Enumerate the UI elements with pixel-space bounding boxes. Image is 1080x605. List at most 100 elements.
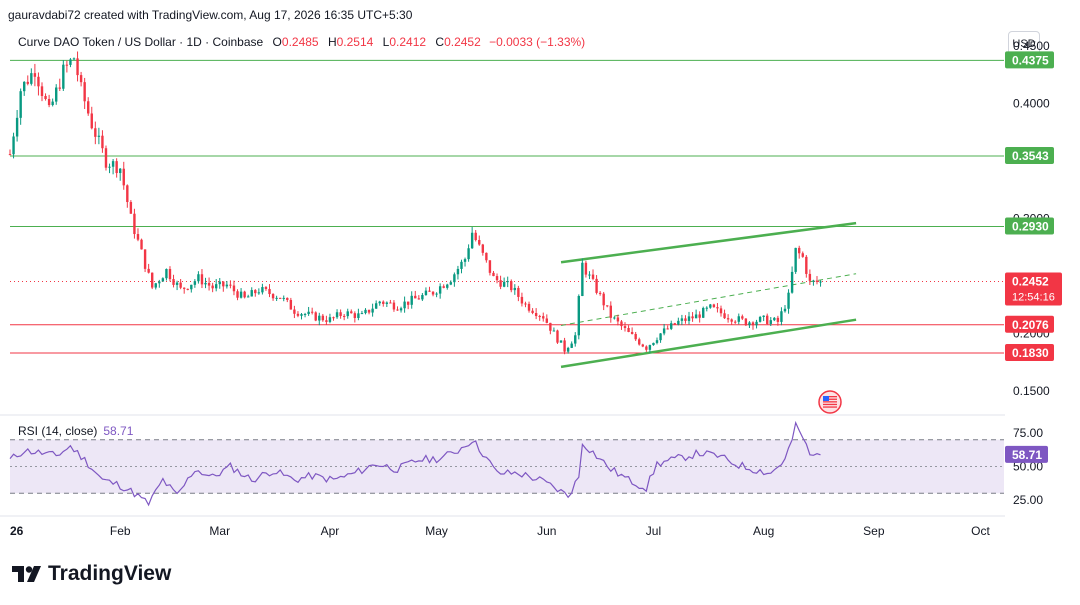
candle-body: [367, 309, 371, 313]
candle: [524, 301, 527, 308]
candle: [154, 282, 157, 290]
candle-body: [758, 316, 762, 322]
candle: [691, 312, 694, 322]
candle-body: [581, 262, 584, 297]
candle-body: [627, 328, 630, 332]
price-chart[interactable]: 0.45000.40000.30000.20000.15000.43750.35…: [0, 0, 1080, 550]
price-axis[interactable]: 0.45000.40000.30000.20000.15000.43750.35…: [1005, 39, 1062, 398]
symbol-legend: Curve DAO Token / US Dollar · 1D · Coinb…: [18, 35, 585, 49]
candle-body: [204, 282, 207, 285]
time-tick-label: Oct: [971, 524, 990, 538]
candle: [239, 288, 243, 299]
candle: [638, 337, 641, 346]
candle-body: [702, 307, 705, 318]
brand-name: TradingView: [48, 562, 172, 585]
candle: [197, 271, 200, 284]
candle-body: [638, 339, 641, 345]
candle-body: [442, 286, 445, 288]
rsi-pane[interactable]: 75.00 50.00 25.00 58.71: [9, 420, 1048, 507]
candle: [58, 78, 61, 92]
candle: [19, 88, 22, 125]
candle-body: [222, 281, 225, 287]
time-tick-label: May: [425, 524, 448, 538]
candle: [33, 63, 37, 87]
channel-drawing[interactable]: [472, 221, 857, 369]
candle: [577, 294, 580, 340]
candle: [403, 296, 406, 313]
candle: [246, 294, 250, 298]
candle: [499, 275, 502, 290]
candle-body: [396, 309, 399, 311]
candle: [104, 145, 108, 171]
high-value: 0.2514: [336, 35, 374, 49]
candle-body: [662, 328, 666, 334]
candle: [186, 288, 189, 291]
price-level-badge: [1005, 217, 1054, 235]
candle-body: [44, 95, 47, 99]
candle-body: [478, 240, 481, 245]
channel-lower-line: [560, 318, 857, 369]
candles: [8, 51, 822, 355]
symbol-title[interactable]: Curve DAO Token / US Dollar · 1D · Coinb…: [18, 35, 264, 49]
candle: [798, 245, 801, 259]
price-level-badge-label: 0.2076: [1012, 318, 1049, 332]
candle: [677, 317, 680, 326]
candle-body: [534, 312, 538, 317]
candle-body: [104, 148, 108, 168]
candle: [666, 325, 669, 330]
candle: [698, 311, 701, 323]
candle: [417, 295, 421, 300]
candle: [478, 235, 481, 246]
candle: [278, 297, 282, 299]
candle-body: [542, 316, 545, 319]
candle: [87, 97, 90, 116]
candle-body: [229, 284, 232, 286]
candle-body: [293, 309, 296, 314]
candle-body: [94, 128, 97, 137]
time-tick-label: Jul: [646, 524, 661, 538]
time-tick-label: Aug: [753, 524, 774, 538]
candle: [172, 274, 175, 288]
high-label: H: [327, 35, 337, 49]
candle-body: [232, 285, 236, 292]
candle-body: [211, 285, 214, 289]
candle-body: [456, 268, 460, 275]
candle: [193, 279, 197, 288]
candle-body: [122, 168, 125, 186]
candle: [769, 317, 772, 327]
open-label: O: [272, 35, 282, 49]
candle: [158, 279, 161, 288]
flag-stripe: [823, 406, 837, 408]
candle-body: [694, 314, 698, 319]
flag-canton: [823, 396, 829, 401]
candle: [542, 312, 545, 322]
candle-body: [55, 87, 58, 102]
price-tick-label: 0.4500: [1013, 39, 1050, 53]
candle-body: [12, 136, 15, 155]
candle: [289, 297, 293, 310]
candle-body: [641, 344, 644, 347]
candle-body: [197, 274, 200, 282]
candle: [47, 94, 51, 108]
candle-body: [531, 310, 534, 313]
candle-body: [474, 232, 477, 241]
candle: [645, 345, 648, 352]
candle: [44, 93, 47, 101]
rsi-legend: RSI (14, close) 58.71: [18, 424, 133, 438]
rsi-title[interactable]: RSI (14, close): [18, 424, 98, 438]
candle-body: [30, 73, 33, 84]
candle-body: [360, 313, 364, 315]
candle-body: [545, 318, 549, 323]
us-flag-icon[interactable]: [818, 390, 842, 414]
candle: [513, 284, 517, 295]
candle-body: [488, 260, 492, 273]
rsi-tick-label: 25.00: [1013, 493, 1043, 507]
candle-body: [630, 331, 634, 334]
candle-body: [97, 135, 101, 137]
candle-body: [278, 297, 282, 299]
candle: [62, 59, 65, 91]
candle-body: [410, 295, 413, 305]
candle-body: [193, 281, 197, 285]
time-axis[interactable]: 26 Feb Mar Apr May Jun Jul Aug Sep Oct: [10, 524, 991, 538]
